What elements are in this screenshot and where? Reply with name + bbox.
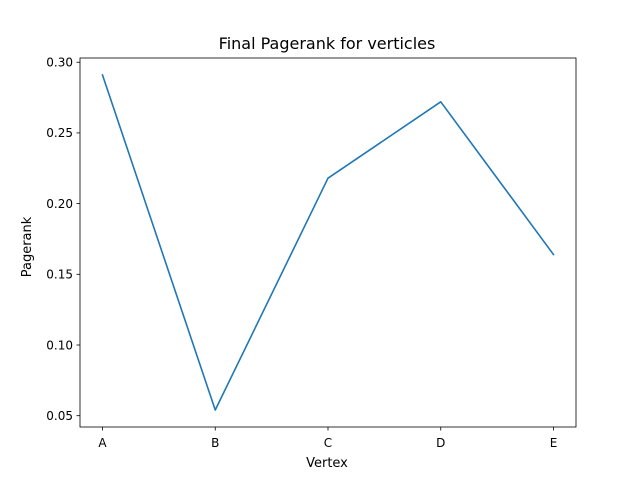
y-tick-label: 0.15 xyxy=(46,268,73,282)
y-axis-label: Pagerank xyxy=(20,216,35,277)
x-tick-label-b: B xyxy=(211,436,219,450)
chart-title: Final Pagerank for verticles xyxy=(219,34,436,53)
axes-frame xyxy=(79,57,577,428)
x-tick-label-e: E xyxy=(550,436,558,450)
y-tick-label: 0.10 xyxy=(46,338,73,352)
x-tick-label-a: A xyxy=(98,436,107,450)
series-line xyxy=(101,73,555,411)
y-tick-label: 0.05 xyxy=(46,409,73,423)
y-tick-label: 0.30 xyxy=(46,56,73,70)
x-tick-label-c: C xyxy=(324,436,332,450)
y-tick-label: 0.25 xyxy=(46,126,73,140)
plot-area: 0.05 0.10 0.15 0.20 0.25 0.30 A B C D E xyxy=(46,56,577,450)
x-axis-label: Vertex xyxy=(306,456,348,471)
y-tick-label: 0.20 xyxy=(46,197,73,211)
x-tick-label-d: D xyxy=(436,436,445,450)
